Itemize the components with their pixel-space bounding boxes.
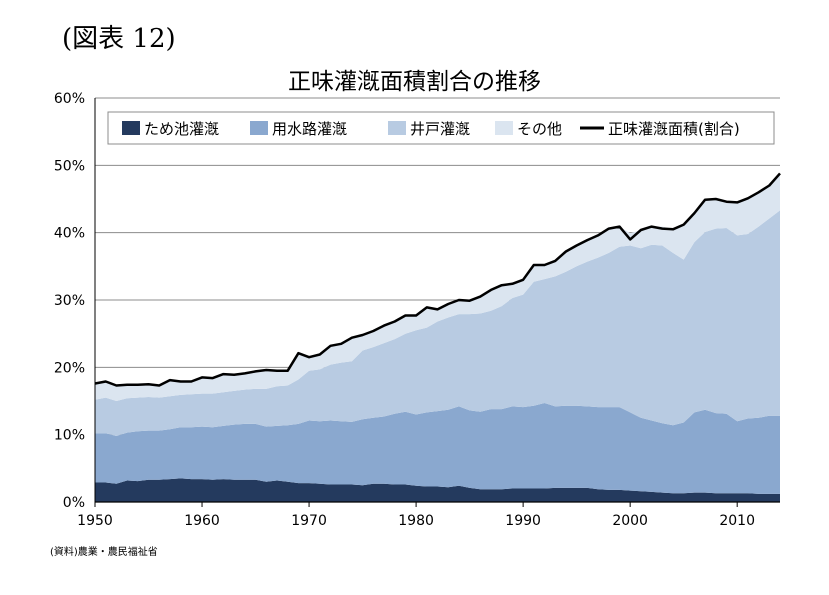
y-tick-label: 0% [63, 495, 85, 511]
y-tick-label: 20% [54, 360, 85, 376]
legend-label: 用水路灌漑 [272, 120, 347, 138]
area-series-4 [95, 173, 780, 401]
y-tick-label: 60% [54, 91, 85, 107]
area-series-1 [95, 478, 780, 502]
y-tick-label: 10% [54, 428, 85, 444]
legend-label: 正味灌漑面積(割合) [608, 120, 740, 138]
legend-swatch-2 [250, 121, 268, 135]
area-chart: 0% 10% 20% 30% 40% 50% 60% 1950 1960 1970 1980 1990… [54, 91, 781, 529]
legend-label: 井戸灌漑 [410, 120, 470, 138]
source-note: (資料)農業・農民福祉省 [50, 547, 158, 558]
y-tick-label: 40% [54, 226, 85, 242]
y-tick-label: 50% [54, 158, 85, 174]
x-tick-label: 2010 [719, 513, 755, 529]
legend: ため池灌漑 用水路灌漑 井戸灌漑 その他 正味灌漑面積(割合) [107, 111, 775, 145]
legend-box [107, 111, 775, 145]
x-tick-label: 1970 [291, 513, 327, 529]
x-tick-label: 1980 [398, 513, 434, 529]
y-tick-label: 30% [54, 293, 85, 309]
legend-label: ため池灌漑 [144, 120, 219, 138]
legend-swatch-4 [495, 121, 513, 135]
legend-swatch-3 [388, 121, 406, 135]
x-tick-label: 2000 [612, 513, 648, 529]
x-tick-label: 1950 [77, 513, 113, 529]
legend-swatch-1 [122, 121, 140, 135]
axes: 0% 10% 20% 30% 40% 50% 60% 1950 1960 1970 1980 1990… [54, 91, 780, 529]
legend-label: その他 [517, 120, 562, 138]
stacked-areas [95, 173, 780, 502]
x-tick-label: 1960 [184, 513, 220, 529]
total-line [94, 172, 781, 387]
x-tick-label: 1990 [505, 513, 541, 529]
area-series-2 [95, 403, 780, 494]
chart-title: 正味灌漑面積割合の推移 [288, 69, 541, 95]
area-series-3 [95, 210, 780, 436]
total-line-series [94, 172, 781, 387]
figure-label: (図表 12) [62, 24, 176, 54]
